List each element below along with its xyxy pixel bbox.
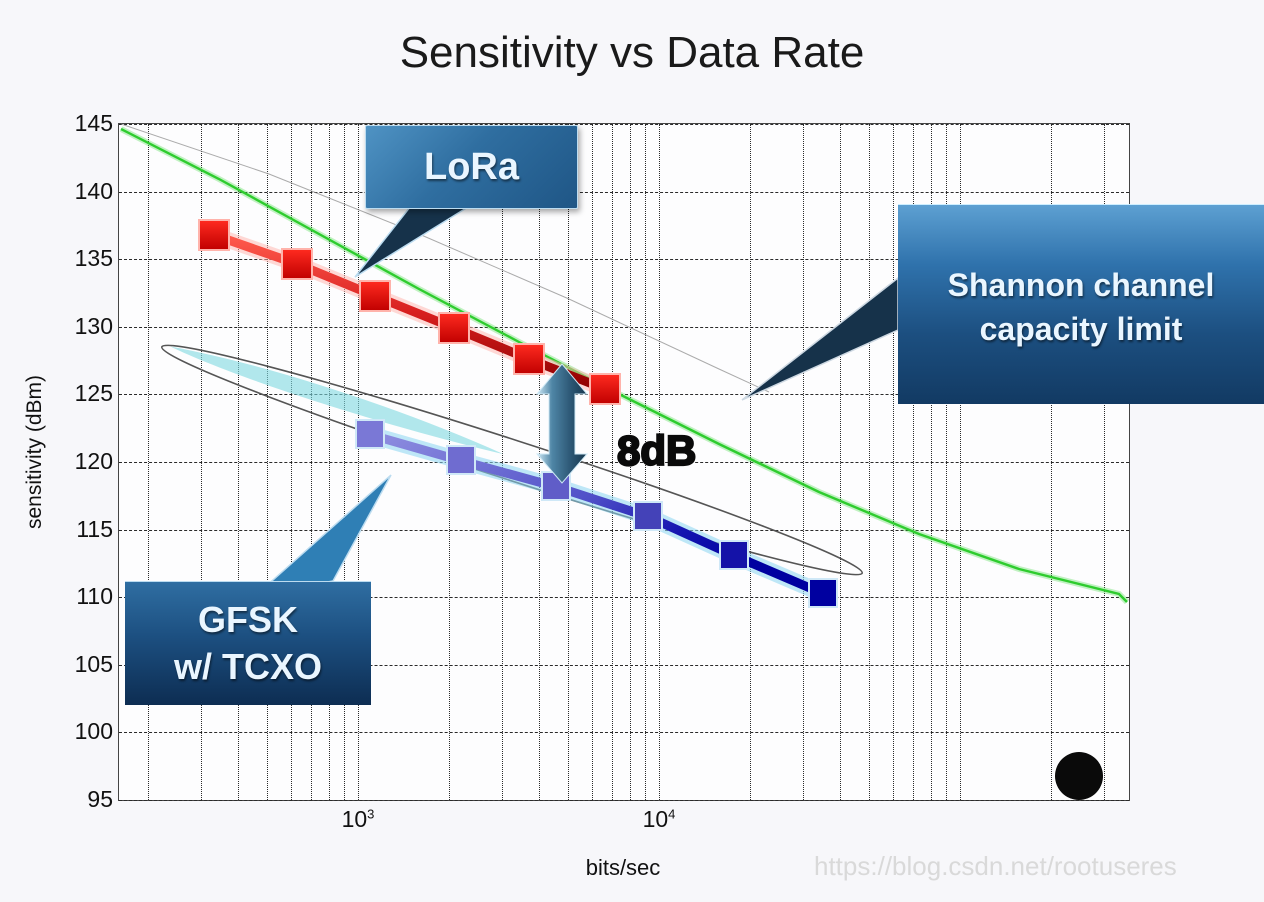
svg-text:8dB: 8dB — [617, 427, 696, 474]
